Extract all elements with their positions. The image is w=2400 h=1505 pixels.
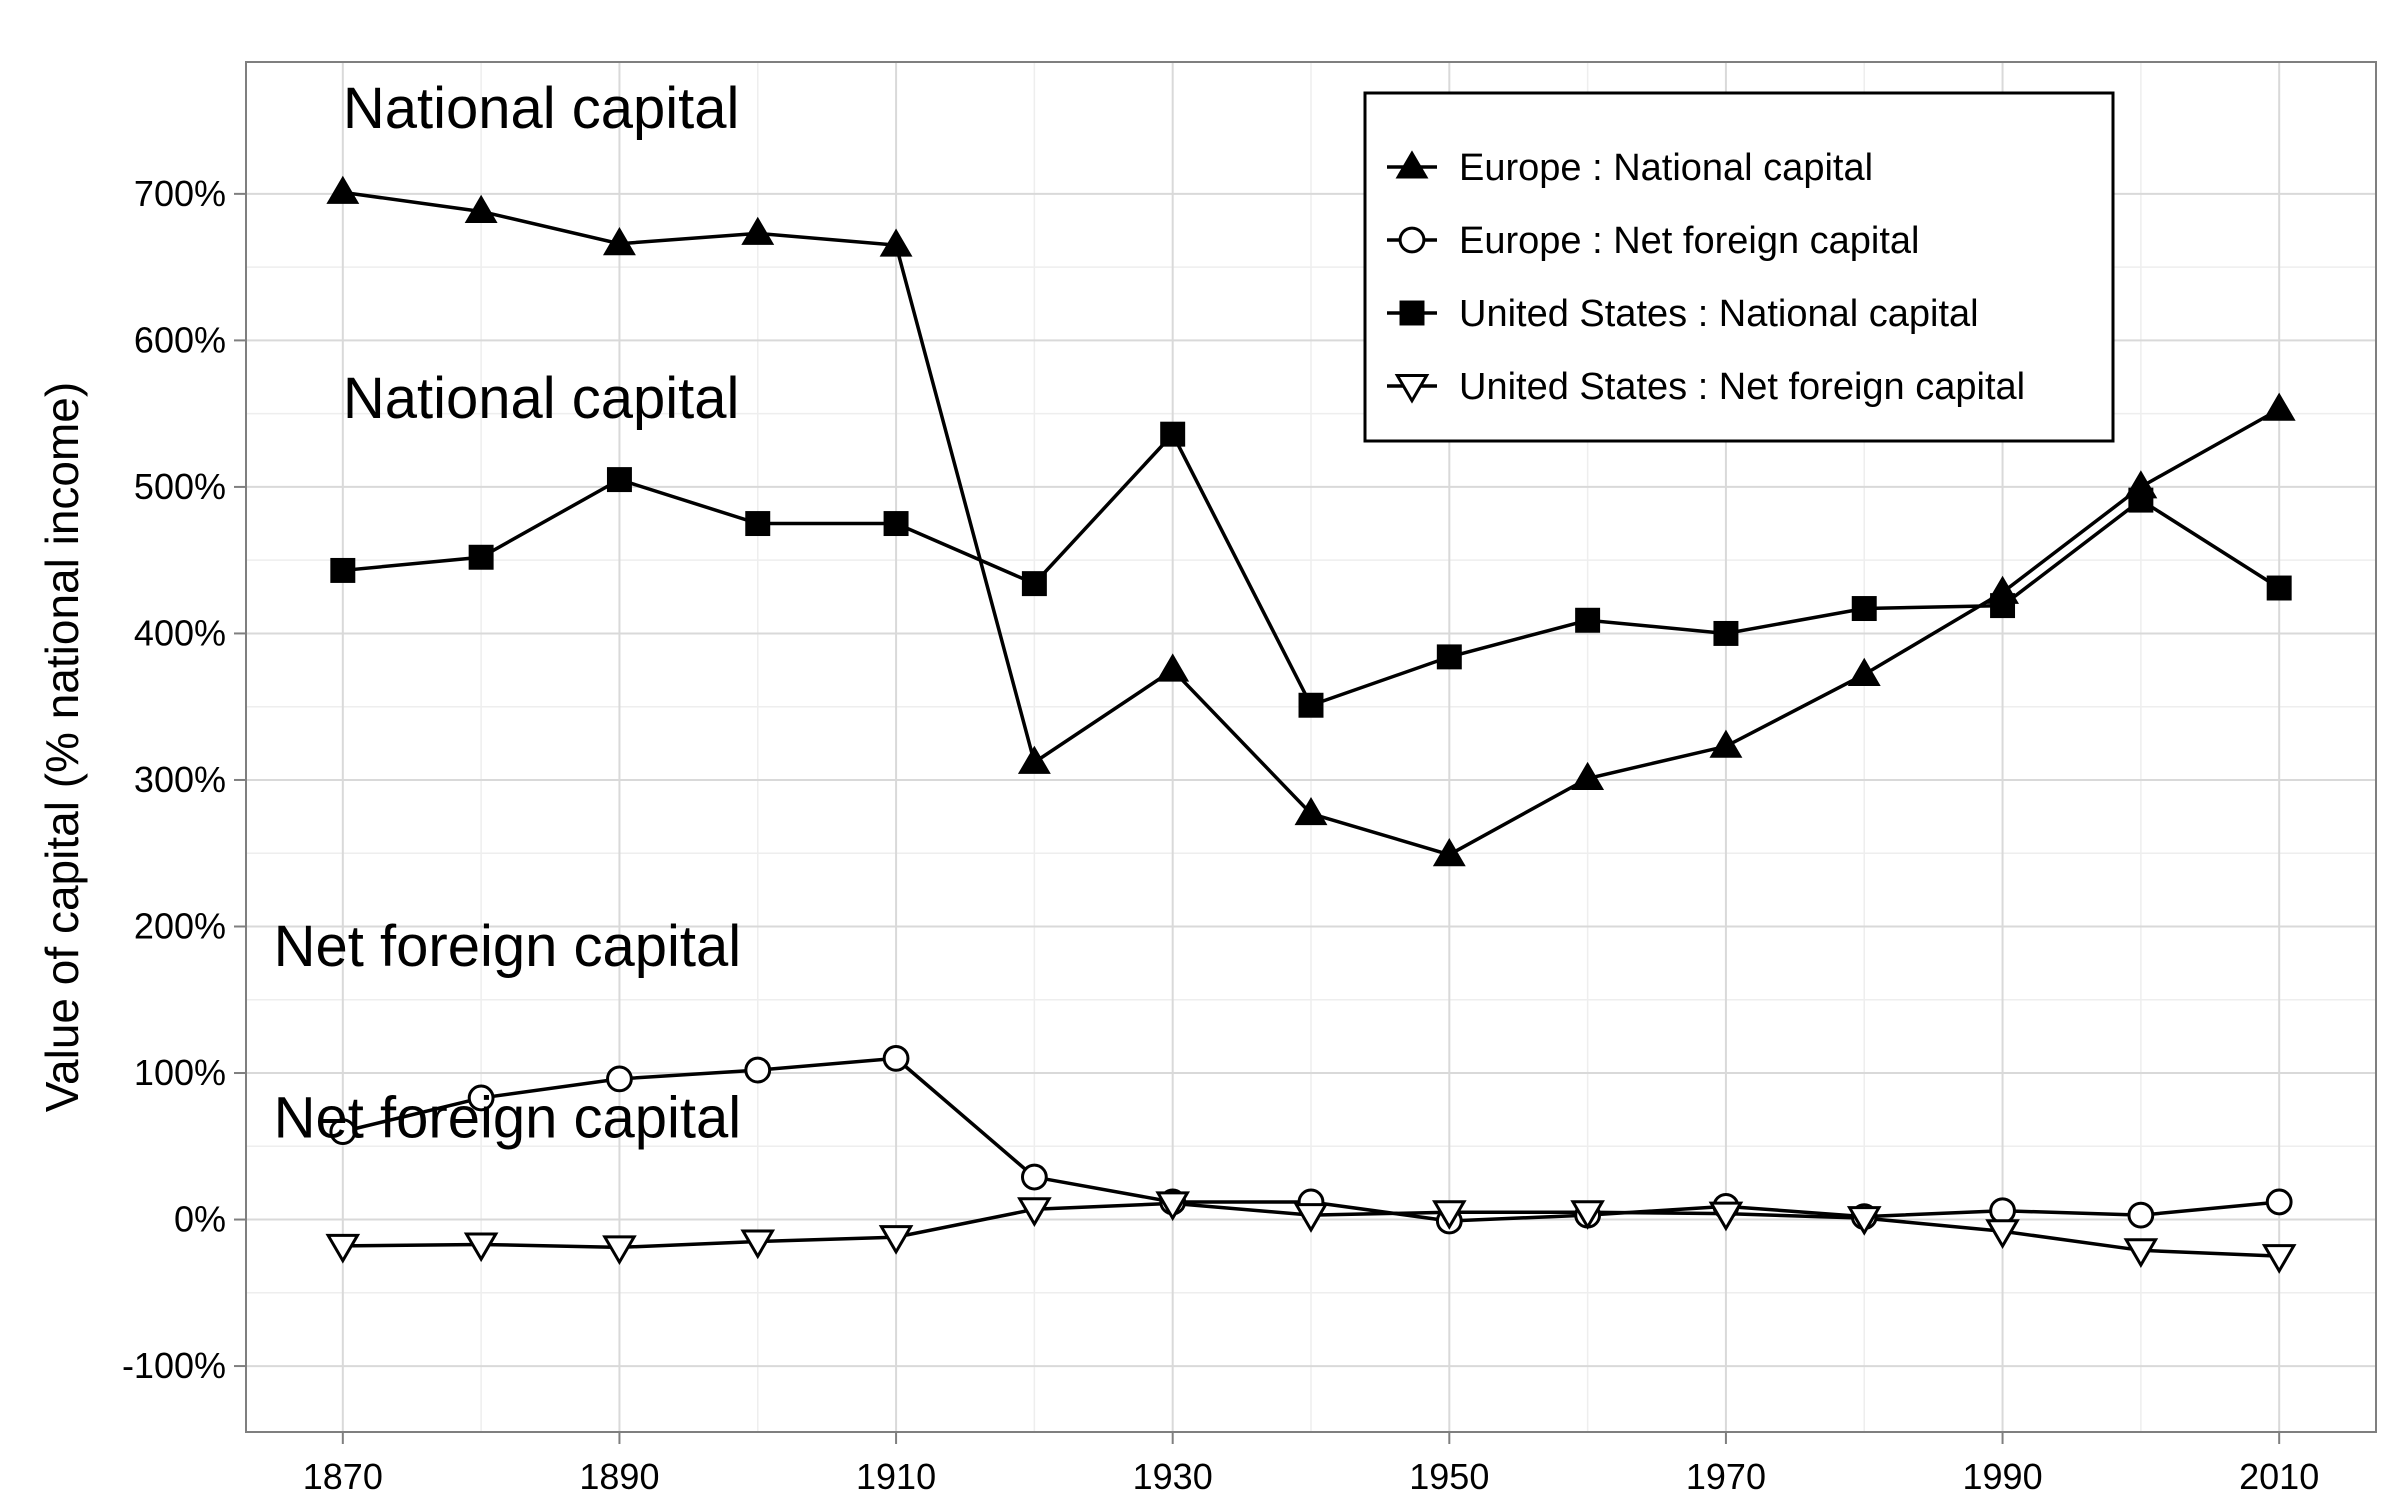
data-point xyxy=(1985,1219,2020,1249)
data-point xyxy=(329,1118,357,1146)
legend-box xyxy=(1363,91,2115,443)
annotation-label: National capital xyxy=(343,76,740,141)
y-tick-label: 600% xyxy=(134,319,226,360)
data-point xyxy=(1160,421,1186,447)
y-tick-label: 500% xyxy=(134,466,226,507)
data-point xyxy=(879,228,913,257)
data-point xyxy=(1432,838,1466,867)
x-tick-label: 1970 xyxy=(1686,1456,1766,1497)
x-tick-label: 2010 xyxy=(2239,1456,2319,1497)
data-point xyxy=(1298,692,1324,718)
legend-key-marker xyxy=(1394,374,1430,404)
data-point xyxy=(2128,487,2154,513)
data-point xyxy=(1017,745,1051,774)
series-markers xyxy=(325,175,2297,1274)
data-point xyxy=(603,227,636,256)
data-point xyxy=(1293,1203,1329,1233)
chart-annotations: National capital National capital Net fore… xyxy=(274,76,741,1151)
data-point xyxy=(467,1084,495,1112)
data-point xyxy=(1575,607,1601,633)
x-tick-label: 1870 xyxy=(303,1456,383,1497)
data-point xyxy=(1851,596,1877,622)
legend-key-marker xyxy=(1395,150,1429,179)
x-tick-label: 1950 xyxy=(1409,1456,1489,1497)
data-point xyxy=(1713,620,1739,646)
data-point xyxy=(602,1235,637,1266)
data-point xyxy=(744,1056,772,1084)
data-point xyxy=(1708,1201,1744,1232)
x-tick-label: 1890 xyxy=(579,1456,659,1497)
data-point xyxy=(740,1229,776,1260)
data-point xyxy=(2265,1188,2293,1216)
y-tick-label: -100% xyxy=(122,1345,226,1386)
data-point xyxy=(1571,761,1605,791)
data-point xyxy=(1294,796,1328,826)
data-point xyxy=(1847,657,1881,686)
legend: Europe : National capital Europe : Net fo… xyxy=(1363,91,2115,443)
annotation-label: Net foreign capital xyxy=(274,1085,741,1150)
annotation-label: Net foreign capital xyxy=(274,914,741,979)
y-axis: -100% 0% 100% 200% 300% 400% 500% 600% 700% xyxy=(122,173,246,1386)
legend-key-marker xyxy=(1399,300,1425,326)
y-tick-label: 100% xyxy=(134,1052,226,1093)
x-axis: 1870 1890 1910 1930 1950 1970 1990 2010 xyxy=(303,1432,2319,1497)
data-point xyxy=(2123,1238,2159,1268)
data-point xyxy=(468,544,494,570)
data-point xyxy=(330,557,356,583)
data-point xyxy=(1155,1191,1190,1222)
x-tick-label: 1910 xyxy=(856,1456,936,1497)
data-point xyxy=(2262,392,2296,421)
x-tick-label: 1930 xyxy=(1133,1456,1213,1497)
y-tick-label: 700% xyxy=(134,173,226,214)
annotation-label: National capital xyxy=(343,366,740,431)
data-point xyxy=(745,511,771,537)
y-tick-label: 400% xyxy=(134,612,226,653)
data-point xyxy=(1846,1206,1882,1236)
y-axis-title: Value of capital (% national income) xyxy=(36,382,88,1112)
y-tick-label: 300% xyxy=(134,759,226,800)
data-point xyxy=(2261,1244,2297,1274)
y-tick-label: 0% xyxy=(174,1199,226,1240)
y-tick-label: 200% xyxy=(134,905,226,946)
data-point xyxy=(463,1232,499,1263)
data-point xyxy=(882,1044,910,1072)
data-point xyxy=(1432,1200,1467,1230)
data-point xyxy=(606,1065,633,1093)
panel-border xyxy=(245,61,2377,1433)
data-point xyxy=(878,1225,914,1255)
data-point xyxy=(741,216,775,245)
legend-label: United States : Net foreign capital xyxy=(1459,366,2025,408)
data-point xyxy=(1990,593,2016,619)
data-point xyxy=(464,194,498,223)
data-point xyxy=(883,511,909,537)
data-point xyxy=(325,1233,361,1264)
legend-key-marker xyxy=(1398,226,1426,254)
data-point xyxy=(1156,653,1190,682)
data-point xyxy=(1989,1197,2016,1225)
data-point xyxy=(1570,1200,1605,1230)
data-point xyxy=(326,175,360,204)
data-point xyxy=(606,467,632,493)
x-tick-label: 1990 xyxy=(1963,1456,2043,1497)
legend-label: Europe : Net foreign capital xyxy=(1459,220,1920,262)
data-point xyxy=(2127,1201,2155,1229)
legend-label: United States : National capital xyxy=(1459,293,1979,335)
data-point xyxy=(1436,644,1462,670)
data-point xyxy=(2266,575,2292,601)
legend-label: Europe : National capital xyxy=(1459,147,1873,189)
data-point xyxy=(1020,1163,1048,1191)
data-point xyxy=(1709,729,1743,758)
data-point xyxy=(1021,571,1047,597)
data-point xyxy=(1017,1197,1052,1227)
